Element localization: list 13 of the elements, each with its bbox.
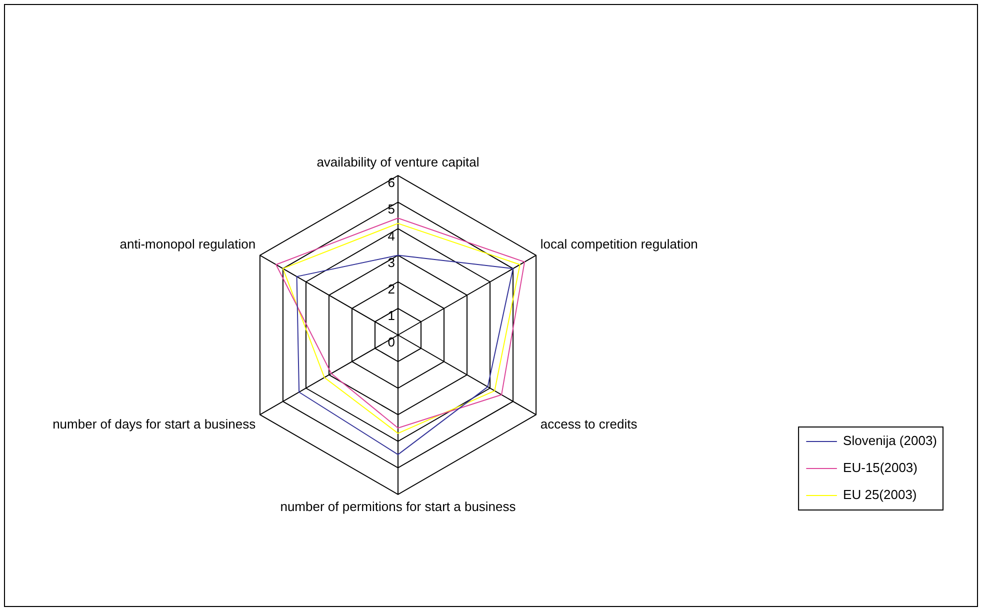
spoke-label: number of days for start a business bbox=[52, 416, 256, 432]
spoke-label: number of permitions for start a business bbox=[280, 498, 516, 514]
y-tick-label: 3 bbox=[388, 254, 395, 270]
spoke-label: access to credits bbox=[540, 416, 638, 432]
y-tick-label: 4 bbox=[388, 228, 395, 244]
legend-label: EU 25(2003) bbox=[843, 487, 917, 502]
y-tick-label: 0 bbox=[388, 334, 395, 350]
legend-label: EU-15(2003) bbox=[843, 460, 918, 476]
spoke-label: anti-monopol regulation bbox=[120, 236, 256, 252]
y-tick-label: 1 bbox=[388, 308, 395, 324]
spoke-label: local competition regulation bbox=[540, 236, 698, 252]
legend-label: Slovenija (2003) bbox=[843, 433, 938, 448]
spoke-label: availability of venture capital bbox=[316, 154, 480, 170]
